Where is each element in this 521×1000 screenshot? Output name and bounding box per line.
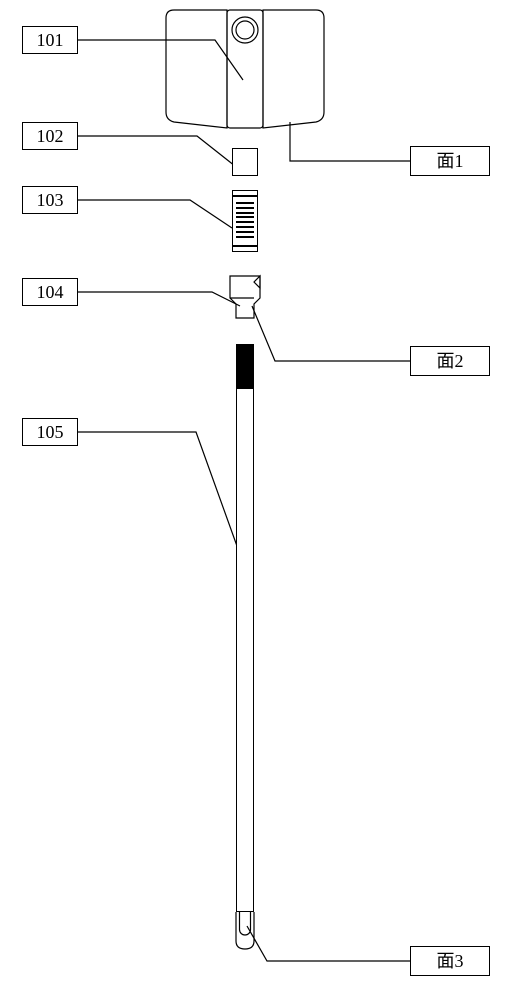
part-105-rod-body xyxy=(236,388,254,912)
label-105: 105 xyxy=(22,418,78,446)
label-104: 104 xyxy=(22,278,78,306)
part-102-block xyxy=(232,148,258,176)
label-102: 102 xyxy=(22,122,78,150)
part-105-rod-top-black xyxy=(236,344,254,388)
label-face-2: 面2 xyxy=(410,346,490,376)
label-101: 101 xyxy=(22,26,78,54)
diagram-stage: 101 102 103 104 105 面1 面2 面3 xyxy=(0,0,521,1000)
part-103-cap-bottom xyxy=(232,246,258,252)
label-face-3: 面3 xyxy=(410,946,490,976)
part-103-spring xyxy=(232,196,258,246)
label-face-1: 面1 xyxy=(410,146,490,176)
label-103: 103 xyxy=(22,186,78,214)
